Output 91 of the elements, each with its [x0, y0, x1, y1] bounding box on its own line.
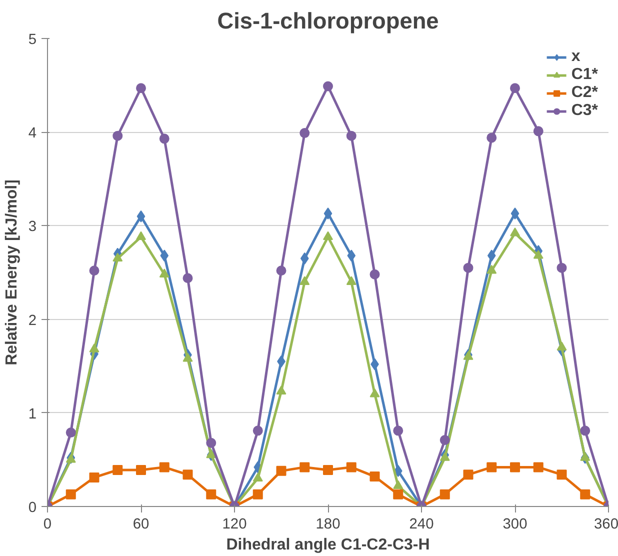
point [440, 489, 450, 500]
point [159, 134, 170, 144]
point [182, 352, 193, 362]
x-axis-title: Dihedral angle C1-C2-C3-H [226, 536, 430, 554]
x-tick-label: 180 [316, 516, 340, 532]
point [533, 462, 544, 472]
point [276, 466, 286, 476]
point [323, 81, 333, 92]
point [440, 435, 450, 446]
point [440, 452, 450, 461]
y-axis-title: Relative Energy [kJ/mol] [3, 180, 20, 366]
point [160, 250, 169, 262]
legend-label: C2* [571, 84, 598, 102]
legend-label: x [571, 48, 582, 66]
point [252, 489, 263, 500]
point [252, 472, 263, 482]
point [112, 464, 123, 475]
point [347, 250, 356, 262]
point [346, 276, 356, 285]
point [182, 273, 193, 284]
legend-label: C1* [571, 66, 598, 84]
point [393, 480, 404, 490]
point [300, 252, 309, 264]
point [393, 489, 404, 500]
point [463, 470, 474, 480]
point [324, 208, 332, 220]
point [370, 388, 380, 398]
point [136, 231, 146, 240]
point [89, 472, 100, 482]
point [276, 386, 286, 394]
x-tick-label: 60 [132, 516, 150, 532]
point [182, 470, 193, 480]
point [370, 269, 380, 280]
y-tick-label: 0 [28, 500, 37, 516]
y-tick-label: 1 [28, 406, 37, 422]
point [66, 489, 76, 500]
point [486, 132, 497, 143]
point [346, 462, 356, 472]
point [556, 470, 567, 480]
point [510, 462, 520, 472]
point [112, 252, 123, 262]
point [300, 462, 310, 472]
point [486, 264, 497, 274]
point [487, 250, 496, 262]
point [323, 464, 333, 475]
point [112, 130, 123, 141]
point [159, 268, 170, 278]
point [66, 428, 76, 438]
point [136, 83, 146, 94]
point [533, 250, 544, 259]
point [206, 449, 216, 458]
point [510, 227, 520, 236]
point [252, 426, 263, 436]
point [580, 426, 590, 436]
x-tick-label: 0 [43, 516, 52, 532]
point [556, 262, 567, 273]
point [159, 462, 170, 472]
x-tick-label: 240 [409, 516, 434, 532]
point [463, 351, 474, 360]
point [510, 83, 520, 94]
point [276, 266, 286, 276]
y-tick-label: 5 [28, 32, 37, 48]
point [206, 489, 216, 500]
point [463, 262, 474, 273]
legend-label: C3* [571, 102, 598, 120]
point [556, 342, 567, 350]
point [486, 462, 497, 472]
point [580, 452, 590, 461]
y-tick-label: 2 [28, 312, 37, 329]
point [206, 438, 216, 448]
chart-title: Cis-1-chloropropene [217, 8, 439, 34]
y-tick-label: 4 [28, 126, 37, 142]
point [136, 464, 146, 475]
point [323, 231, 333, 240]
point [510, 208, 520, 220]
point [394, 464, 402, 477]
x-tick-label: 360 [594, 516, 618, 532]
y-tick-label: 3 [28, 219, 37, 236]
point [393, 426, 404, 436]
x-tick-label: 300 [502, 516, 528, 532]
point [89, 266, 100, 276]
point [370, 472, 380, 482]
point [533, 126, 544, 136]
point [580, 489, 590, 500]
x-tick-label: 120 [222, 516, 247, 532]
point [300, 276, 310, 285]
point [66, 454, 76, 463]
point [136, 210, 146, 222]
point [346, 130, 356, 141]
point [89, 344, 100, 352]
point [300, 128, 310, 138]
